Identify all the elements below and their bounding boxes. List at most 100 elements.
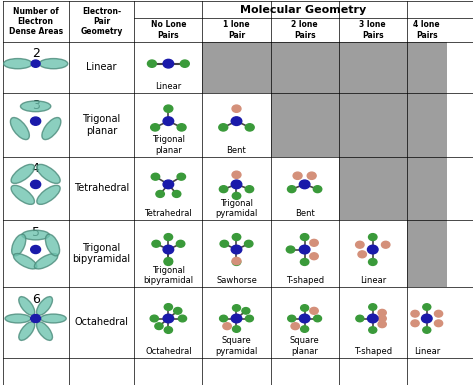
Bar	[69, 93, 134, 157]
Circle shape	[173, 191, 181, 197]
Circle shape	[231, 245, 242, 254]
Text: Trigonal
planar: Trigonal planar	[152, 135, 185, 155]
Ellipse shape	[22, 230, 49, 240]
Circle shape	[300, 314, 310, 323]
Circle shape	[176, 240, 185, 247]
Bar	[339, 287, 407, 358]
Circle shape	[180, 60, 189, 67]
Circle shape	[151, 173, 160, 180]
Circle shape	[31, 180, 41, 188]
Bar	[271, 157, 339, 220]
Text: 2: 2	[32, 47, 39, 60]
Bar	[3, 157, 69, 220]
Circle shape	[368, 234, 377, 240]
Text: Linear: Linear	[86, 63, 117, 73]
Circle shape	[382, 241, 390, 248]
Text: Trigonal
planar: Trigonal planar	[82, 114, 120, 136]
Circle shape	[310, 253, 318, 260]
Ellipse shape	[11, 164, 35, 183]
Circle shape	[423, 304, 431, 310]
Circle shape	[369, 327, 377, 333]
Bar	[69, 287, 134, 358]
Circle shape	[163, 314, 173, 323]
Bar	[69, 220, 134, 287]
Text: Tetrahedral: Tetrahedral	[145, 209, 192, 218]
Bar	[69, 2, 134, 42]
Circle shape	[369, 304, 377, 310]
Bar	[271, 287, 339, 358]
Bar	[202, 93, 271, 157]
Text: No Lone
Pairs: No Lone Pairs	[151, 20, 186, 40]
Text: Trigonal
pyramidal: Trigonal pyramidal	[215, 198, 258, 218]
Circle shape	[177, 124, 186, 131]
Bar	[202, 42, 271, 93]
Ellipse shape	[34, 254, 58, 269]
Bar	[407, 157, 447, 220]
Circle shape	[358, 251, 366, 258]
Bar	[339, 220, 407, 287]
Text: Trigonal
bipyramidal: Trigonal bipyramidal	[143, 266, 193, 285]
Circle shape	[164, 327, 173, 334]
Text: T-shaped: T-shaped	[285, 276, 324, 285]
Text: Molecular Geometry: Molecular Geometry	[240, 5, 366, 15]
Bar	[134, 2, 202, 42]
Ellipse shape	[11, 185, 35, 205]
Circle shape	[286, 246, 295, 253]
Circle shape	[310, 239, 318, 246]
Text: Bent: Bent	[227, 146, 246, 155]
Circle shape	[245, 124, 254, 131]
Ellipse shape	[46, 234, 60, 256]
Ellipse shape	[19, 296, 35, 315]
Bar	[202, 220, 271, 287]
Ellipse shape	[20, 101, 51, 112]
Bar	[3, 2, 69, 42]
Circle shape	[232, 234, 241, 240]
Circle shape	[232, 171, 241, 178]
Text: 2 lone
Pairs: 2 lone Pairs	[292, 20, 318, 40]
Text: Linear: Linear	[414, 347, 440, 356]
Bar	[69, 42, 134, 93]
Bar	[134, 93, 202, 157]
Circle shape	[245, 240, 253, 247]
Circle shape	[291, 323, 300, 330]
Circle shape	[421, 314, 432, 323]
Bar	[3, 220, 69, 287]
Bar	[407, 93, 447, 157]
Text: 3 lone
Pairs: 3 lone Pairs	[359, 20, 386, 40]
Circle shape	[220, 240, 228, 247]
Bar	[271, 42, 339, 93]
Circle shape	[301, 305, 309, 311]
Circle shape	[31, 315, 41, 323]
Circle shape	[164, 234, 173, 240]
Circle shape	[164, 304, 173, 310]
Circle shape	[233, 305, 240, 311]
Circle shape	[307, 172, 316, 179]
Ellipse shape	[42, 117, 61, 140]
Text: 3: 3	[32, 99, 39, 112]
Ellipse shape	[13, 254, 37, 269]
Circle shape	[423, 327, 431, 333]
Circle shape	[378, 321, 386, 328]
Ellipse shape	[19, 322, 35, 340]
Circle shape	[313, 186, 322, 193]
Ellipse shape	[39, 59, 68, 69]
Circle shape	[173, 308, 182, 314]
Circle shape	[232, 105, 241, 112]
Ellipse shape	[12, 234, 26, 256]
Circle shape	[231, 314, 242, 323]
Bar	[339, 157, 407, 220]
Circle shape	[287, 186, 296, 193]
Circle shape	[231, 180, 242, 189]
Circle shape	[155, 323, 163, 330]
Bar	[339, 42, 407, 93]
Text: Tetrahedral: Tetrahedral	[74, 183, 129, 193]
Circle shape	[31, 60, 40, 67]
Circle shape	[164, 259, 173, 266]
Ellipse shape	[36, 296, 53, 315]
Bar	[134, 220, 202, 287]
Circle shape	[378, 315, 386, 322]
Text: Bent: Bent	[295, 209, 315, 218]
Circle shape	[378, 310, 386, 316]
Ellipse shape	[5, 314, 31, 323]
Circle shape	[301, 234, 309, 240]
